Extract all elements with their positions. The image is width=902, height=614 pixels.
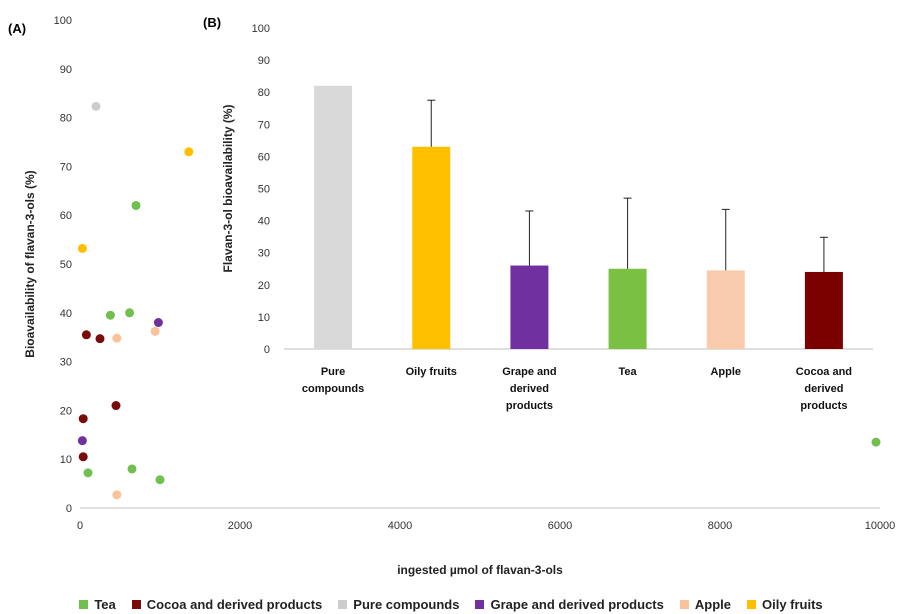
bar: [706, 270, 745, 349]
scatter-point: [155, 475, 165, 485]
legend-swatch: [746, 599, 756, 609]
bars: [314, 85, 843, 349]
scatter-point: [78, 414, 88, 424]
bar-category-labels: Pure compounds Oily fruits Grape and derived…: [302, 366, 852, 412]
legend-item: Cocoa and derived products: [131, 596, 323, 612]
scatter-point: [871, 437, 881, 447]
figure: (A) Bioavailability of flavan-3-ols (%) …: [8, 15, 895, 577]
panel-b-label: (B): [203, 15, 221, 30]
bar-y-tick-label: 80: [258, 87, 270, 99]
legend-item: Apple: [679, 596, 731, 612]
scatter-point: [112, 333, 122, 343]
bar-y-tick-labels: 0 10 20 30 40 50 60 70 80 90 100: [252, 23, 270, 356]
legend-item: Tea: [79, 596, 116, 612]
bar-category-label: Pure compounds: [302, 366, 364, 395]
scatter-point: [95, 334, 105, 344]
bar: [412, 146, 451, 349]
scatter-x-tick-label: 2000: [228, 520, 252, 532]
scatter-x-tick-label: 8000: [708, 520, 732, 532]
scatter-point: [91, 101, 101, 111]
scatter-point: [77, 436, 87, 446]
scatter-y-tick-label: 90: [60, 64, 72, 76]
legend-label: Pure compounds: [353, 596, 460, 612]
scatter-y-tick-label: 10: [60, 454, 72, 466]
bar-y-tick-label: 60: [258, 151, 270, 163]
scatter-y-tick-label: 80: [60, 113, 72, 125]
legend-label: Apple: [694, 596, 731, 612]
scatter-point: [78, 452, 88, 462]
scatter-point: [153, 318, 163, 328]
legend-label: Grape and derived products: [490, 596, 664, 612]
scatter-point: [112, 490, 122, 500]
bar-y-tick-label: 0: [264, 344, 270, 356]
scatter-panel-a: (A) Bioavailability of flavan-3-ols (%) …: [8, 15, 895, 577]
scatter-y-tick-label: 50: [60, 259, 72, 271]
scatter-point: [150, 326, 160, 336]
scatter-x-tick-labels: 0 2000 4000 6000 8000 10000: [77, 520, 895, 532]
bar-category-label: Tea: [619, 366, 638, 378]
scatter-point: [77, 243, 87, 253]
scatter-point: [83, 468, 93, 478]
scatter-y-tick-label: 20: [60, 405, 72, 417]
scatter-x-tick-label: 4000: [388, 520, 412, 532]
bar-y-tick-label: 70: [258, 119, 270, 131]
scatter-point: [127, 464, 137, 474]
legend-item: Pure compounds: [338, 597, 459, 612]
bar-y-tick-label: 30: [258, 248, 270, 260]
legend-label: Cocoa and derived products: [146, 596, 323, 612]
scatter-y-tick-label: 100: [54, 15, 72, 27]
bar-category-label: Apple: [710, 366, 741, 378]
legend: Tea Cocoa and derived products Pure compou…: [0, 594, 902, 614]
bar: [804, 271, 843, 349]
bar-y-tick-label: 100: [252, 23, 270, 35]
bar-y-tick-label: 40: [258, 216, 270, 228]
bar-y-tick-label: 10: [258, 312, 270, 324]
scatter-point: [81, 330, 91, 340]
bar-category-label: Grape and derived products: [502, 366, 556, 412]
legend-label: Tea: [94, 596, 116, 612]
legend-item: Oily fruits: [746, 596, 823, 612]
bar-y-tick-label: 50: [258, 184, 270, 196]
scatter-y-tick-label: 40: [60, 308, 72, 320]
scatter-y-tick-label: 0: [66, 503, 72, 515]
scatter-points: [77, 101, 881, 500]
scatter-x-tick-label: 10000: [865, 520, 896, 532]
scatter-y-tick-labels: 0 10 20 30 40 50 60 70 80 90 100: [54, 15, 72, 515]
bar-category-label: Cocoa and derived products: [796, 366, 852, 412]
legend-swatch: [475, 599, 485, 609]
legend-item: Grape and derived products: [475, 596, 664, 612]
legend-swatch: [679, 599, 689, 609]
scatter-point: [131, 200, 141, 210]
bar-panel-b: (B) Flavan-3-ol bioavailability (%) 0 10 2…: [203, 15, 873, 412]
panel-a-label: (A): [8, 21, 26, 36]
legend-swatch: [338, 599, 348, 609]
bar: [608, 268, 647, 349]
scatter-point: [111, 401, 121, 411]
legend-swatch: [79, 599, 89, 609]
bar-y-tick-label: 90: [258, 55, 270, 67]
scatter-y-tick-label: 70: [60, 161, 72, 173]
scatter-y-tick-label: 30: [60, 357, 72, 369]
scatter-point: [125, 308, 135, 318]
bar-y-tick-label: 20: [258, 280, 270, 292]
scatter-y-axis-label: Bioavailability of flavan-3-ols (%): [23, 170, 37, 357]
bar: [510, 265, 549, 349]
scatter-x-tick-label: 0: [77, 520, 83, 532]
scatter-x-tick-label: 6000: [548, 520, 572, 532]
error-bars: [427, 99, 828, 272]
legend-swatch: [131, 599, 141, 609]
legend-label: Oily fruits: [761, 596, 823, 612]
scatter-y-tick-label: 60: [60, 210, 72, 222]
bar-y-axis-label: Flavan-3-ol bioavailability (%): [221, 104, 235, 272]
scatter-x-axis-label: ingested µmol of flavan-3-ols: [397, 563, 563, 577]
scatter-point: [184, 147, 194, 157]
scatter-point: [105, 310, 115, 320]
bar: [314, 85, 353, 349]
bar-category-label: Oily fruits: [406, 366, 457, 378]
